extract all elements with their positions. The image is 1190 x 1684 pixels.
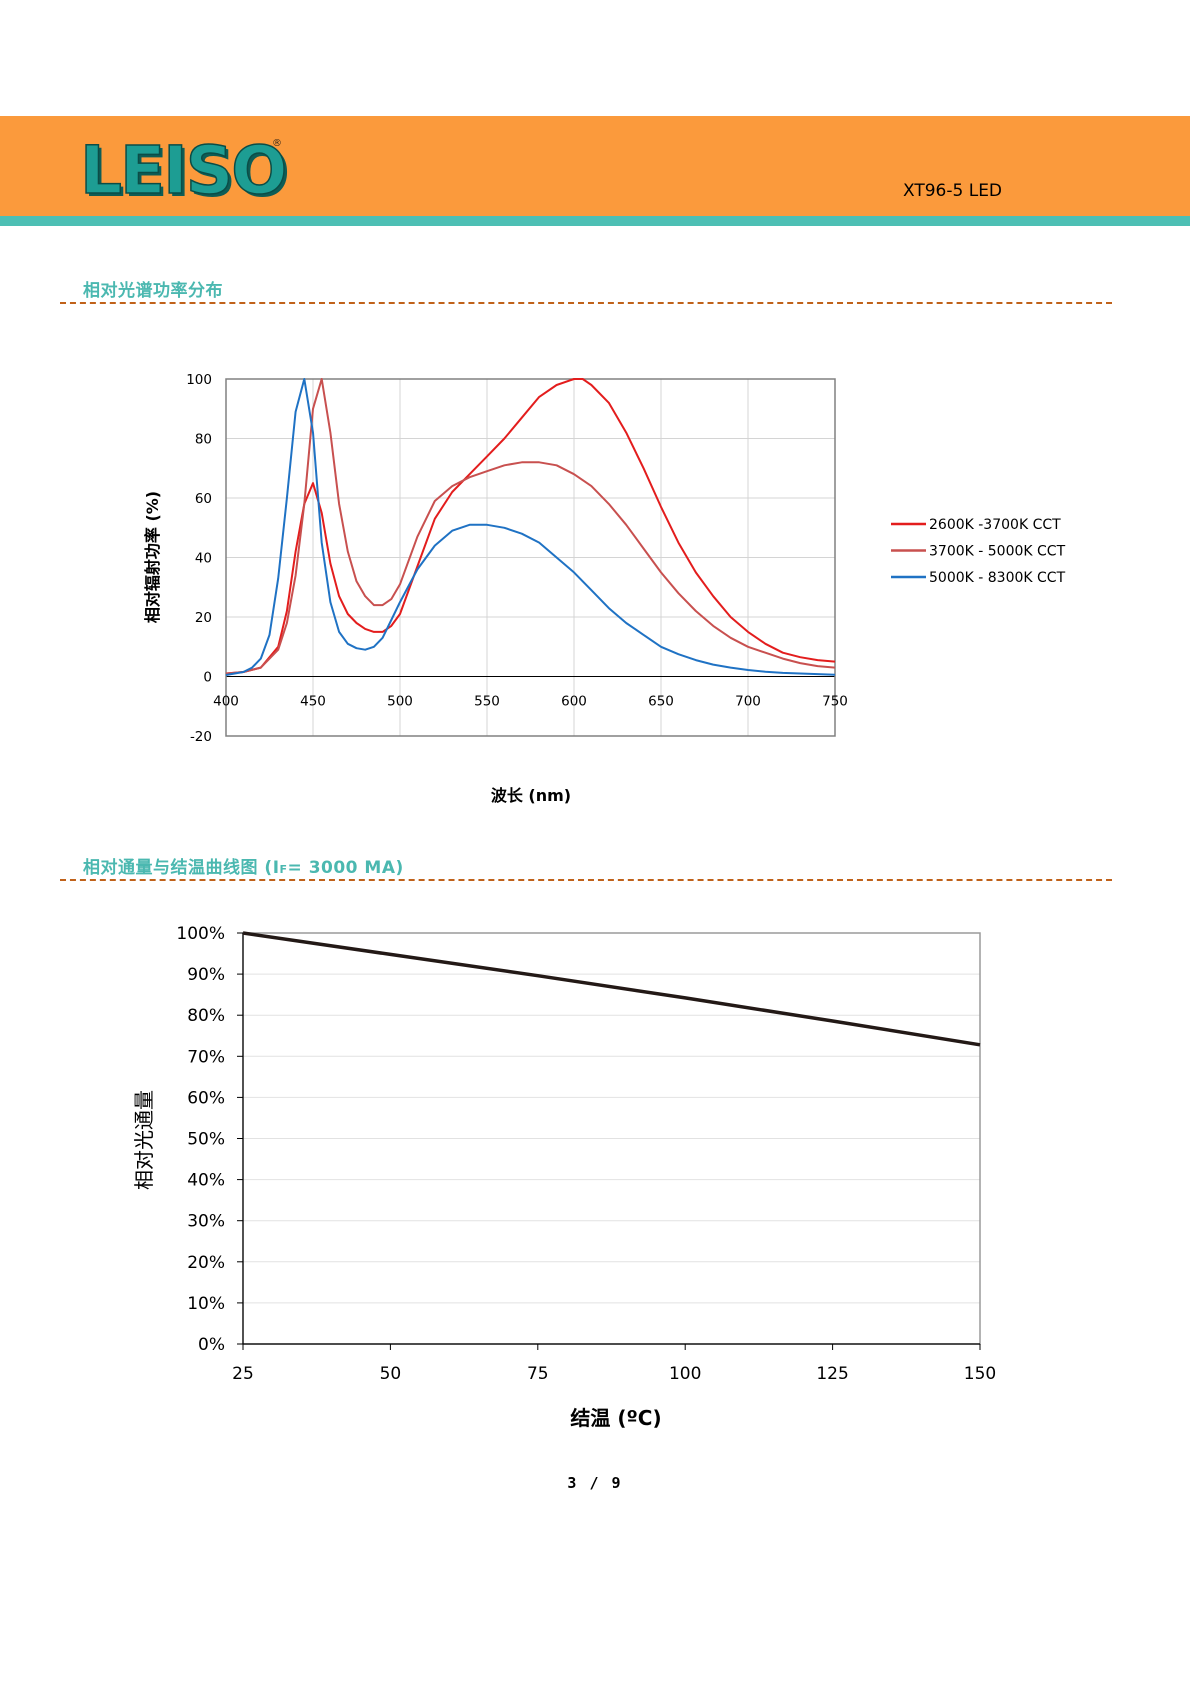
logo-text: LEISO xyxy=(79,132,288,209)
series-line-2 xyxy=(225,378,836,675)
y-axis-label: 相对光通量 xyxy=(132,1090,156,1190)
y-tick-label: 0% xyxy=(198,1335,225,1355)
x-axis-label: 结温 (ºC) xyxy=(570,1406,661,1430)
flux-line xyxy=(242,931,981,1047)
x-tick-label: 75 xyxy=(527,1364,549,1384)
spectrum-chart: 400 450 500 550 600 650 700 750 -20 0 20 40 60 80 100 2… xyxy=(143,372,1066,805)
y-tick-label: 40% xyxy=(187,1171,225,1191)
y-tick-label: -20 xyxy=(190,729,212,745)
y-tick-label: 100% xyxy=(176,924,225,944)
legend-label: 2600K -3700K CCT xyxy=(929,517,1061,533)
y-tick-label: 20 xyxy=(195,610,212,626)
x-tick-label: 50 xyxy=(380,1364,402,1384)
x-tick-label: 550 xyxy=(474,694,500,710)
section-divider xyxy=(60,302,1112,304)
plot-frame xyxy=(225,378,836,737)
series-line-3 xyxy=(225,378,836,676)
y-tick-label: 10% xyxy=(187,1294,225,1314)
page-number: 3 / 9 xyxy=(567,1474,623,1492)
product-name: XT96-5 LED xyxy=(903,181,1003,201)
y-tick-label: 80% xyxy=(187,1006,225,1026)
company-logo: LEISO ® xyxy=(79,132,288,209)
y-tick-label: 90% xyxy=(187,965,225,985)
x-axis-label: 波长 (nm) xyxy=(491,786,571,805)
x-tick-label: 100 xyxy=(669,1364,701,1384)
flux-chart: 0% 10% 20% 30% 40% 50% 60% 70% 80% 90% 100% 25 50 75 1… xyxy=(132,924,996,1430)
x-tick-label: 600 xyxy=(561,694,587,710)
x-tick-label: 125 xyxy=(816,1364,848,1384)
section-title-spectrum: 相对光谱功率分布 xyxy=(83,281,223,301)
x-tick-label: 400 xyxy=(213,694,239,710)
x-tick-label: 750 xyxy=(822,694,848,710)
legend-label: 5000K - 8300K CCT xyxy=(929,570,1066,586)
legend-label: 3700K - 5000K CCT xyxy=(929,544,1066,560)
section-divider xyxy=(60,879,1112,881)
registered-mark: ® xyxy=(272,138,282,149)
y-tick-label: 70% xyxy=(187,1047,225,1067)
y-tick-label: 60% xyxy=(187,1088,225,1108)
x-tick-label: 500 xyxy=(387,694,413,710)
series-line-1 xyxy=(225,378,836,675)
y-tick-label: 50% xyxy=(187,1130,225,1150)
section-title-flux: 相对通量与结温曲线图 (IF= 3000 MA) xyxy=(83,853,404,878)
y-tick-label: 20% xyxy=(187,1253,225,1273)
y-tick-label: 40 xyxy=(195,551,212,567)
y-tick-label: 0 xyxy=(203,670,212,686)
y-tick-label: 100 xyxy=(186,372,212,388)
x-tick-label: 25 xyxy=(232,1364,254,1384)
x-tick-label: 700 xyxy=(735,694,761,710)
header-stripe xyxy=(0,216,1190,226)
section-title-flux-suffix: = 3000 MA) xyxy=(287,858,404,878)
y-tick-label: 30% xyxy=(187,1212,225,1232)
x-tick-label: 650 xyxy=(648,694,674,710)
y-axis-label: 相对辐射功率 (%) xyxy=(143,491,162,623)
section-title-flux-prefix: 相对通量与结温曲线图 (I xyxy=(83,858,280,878)
section-title-flux-sub: F xyxy=(279,863,288,876)
y-tick-label: 60 xyxy=(195,491,212,507)
x-tick-label: 150 xyxy=(964,1364,996,1384)
y-tick-label: 80 xyxy=(195,432,212,448)
x-tick-label: 450 xyxy=(300,694,326,710)
header-bar xyxy=(0,116,1190,216)
